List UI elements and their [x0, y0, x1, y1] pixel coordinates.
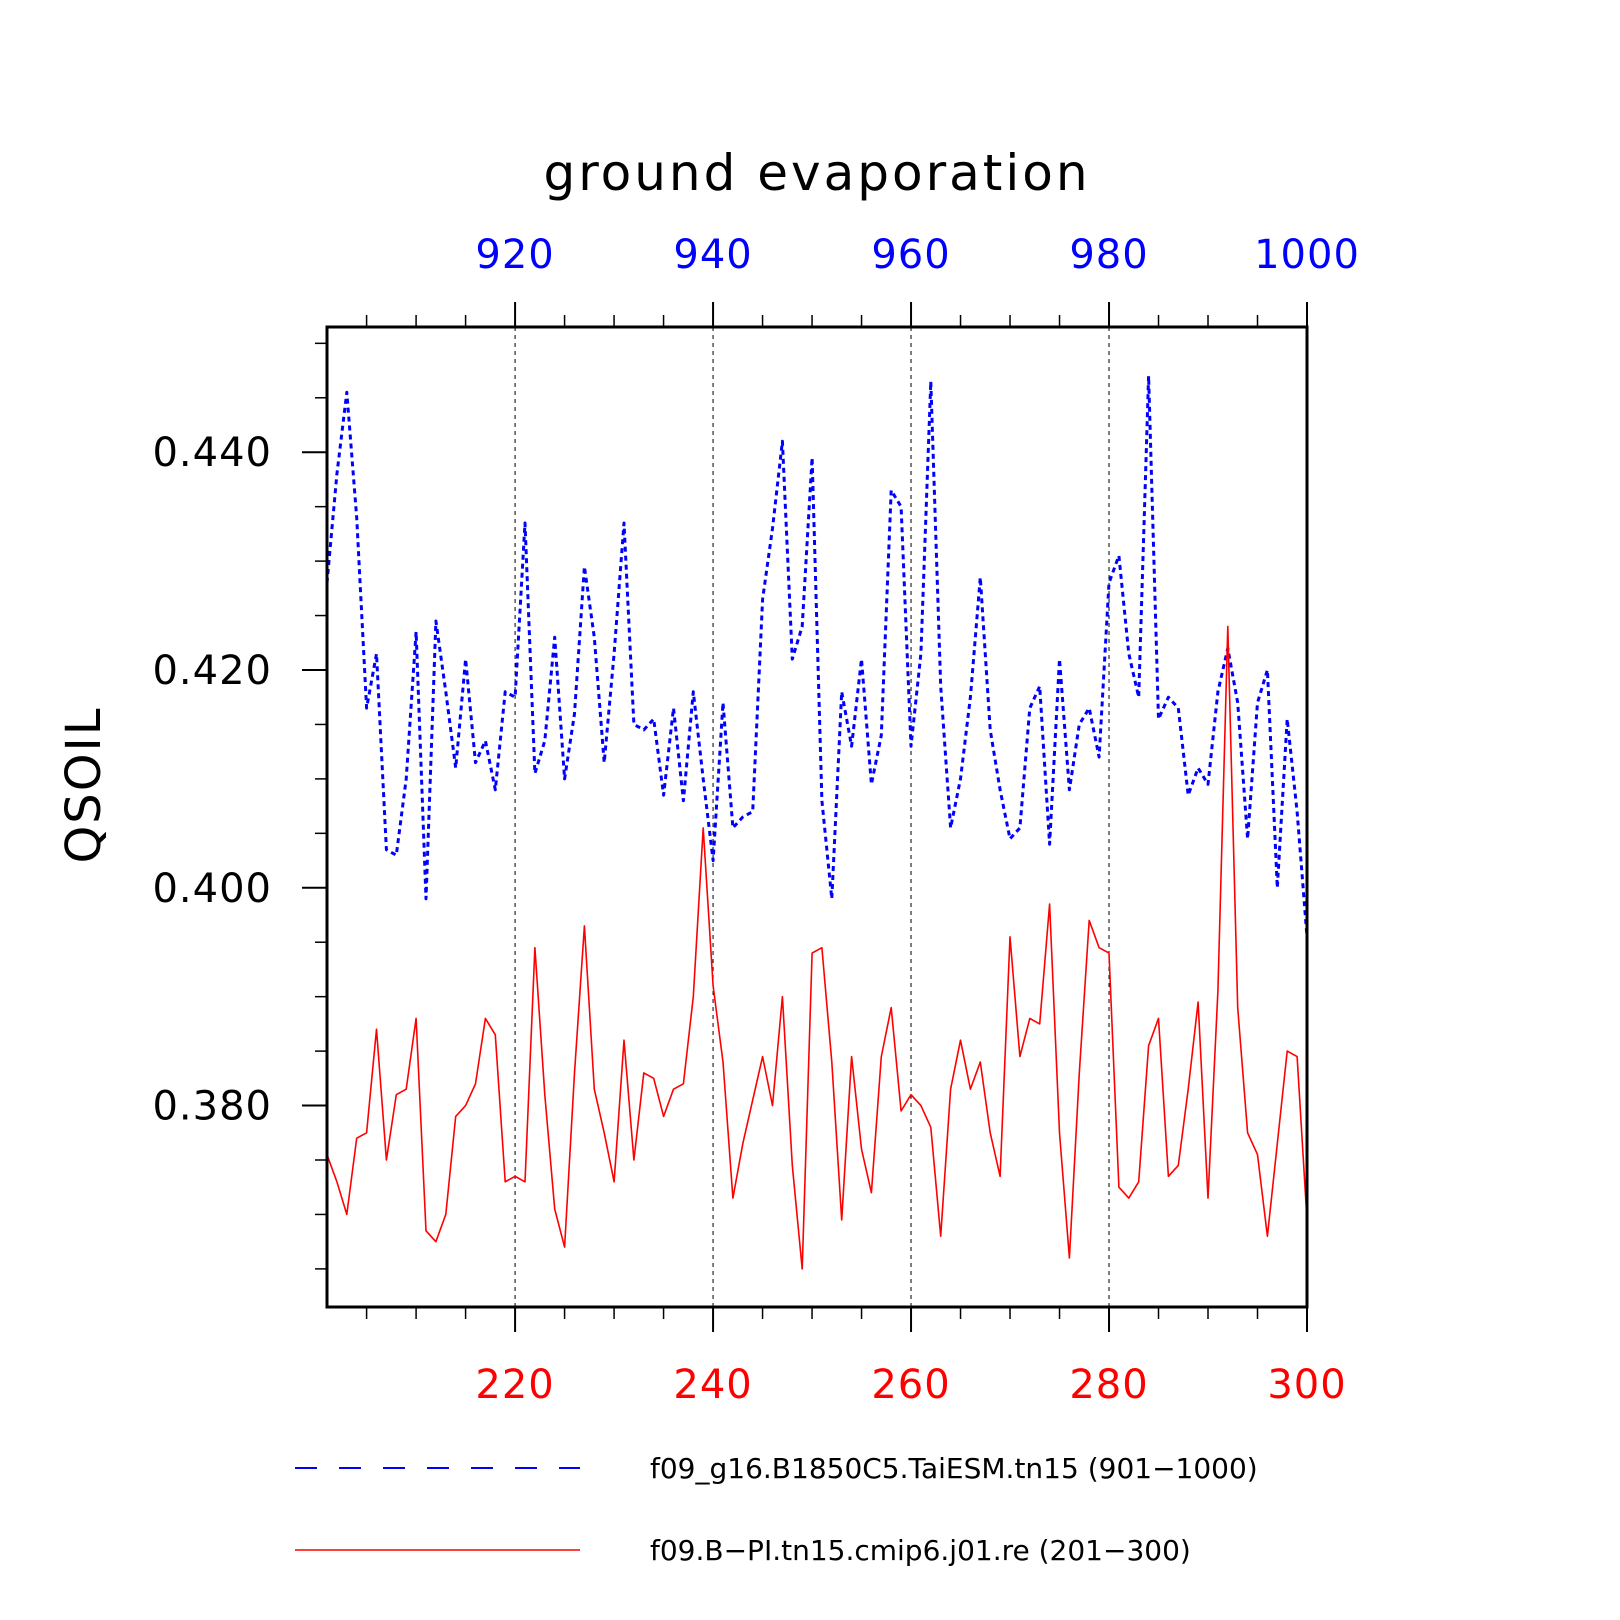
top-tick-label: 1000	[1254, 232, 1360, 278]
axes: 0.380 0.400 0.420 0.440 220 240 260 280 300 920 94…	[152, 232, 1360, 1408]
bottom-tick-label: 260	[871, 1362, 950, 1408]
series-lines	[325, 374, 1309, 1270]
legend-label-1: f09_g16.B1850C5.TaiESM.tn15 (901−1000)	[650, 1452, 1258, 1485]
y-axis-label: QSOIL	[56, 707, 112, 864]
top-tick-label: 960	[871, 232, 950, 278]
bottom-tick-label: 280	[1069, 1362, 1148, 1408]
y-tick-label: 0.400	[152, 866, 272, 912]
top-tick-label: 920	[475, 232, 554, 278]
series-line-2	[326, 625, 1308, 1270]
top-tick-label: 980	[1069, 232, 1148, 278]
series-line-1	[325, 374, 1309, 937]
top-tick-label: 940	[673, 232, 752, 278]
grid-lines	[514, 327, 1110, 1307]
y-tick-label: 0.440	[152, 430, 272, 476]
bottom-tick-label: 220	[475, 1362, 554, 1408]
chart-title: ground evaporation	[543, 144, 1090, 202]
y-tick-label: 0.380	[152, 1084, 272, 1130]
plot-frame	[325, 325, 1309, 1309]
y-tick-label: 0.420	[152, 648, 272, 694]
bottom-tick-label: 240	[673, 1362, 752, 1408]
legend: f09_g16.B1850C5.TaiESM.tn15 (901−1000) f0…	[295, 1452, 1258, 1567]
legend-label-2: f09.B−PI.tn15.cmip6.j01.re (201−300)	[650, 1534, 1191, 1567]
bottom-tick-label: 300	[1267, 1362, 1346, 1408]
